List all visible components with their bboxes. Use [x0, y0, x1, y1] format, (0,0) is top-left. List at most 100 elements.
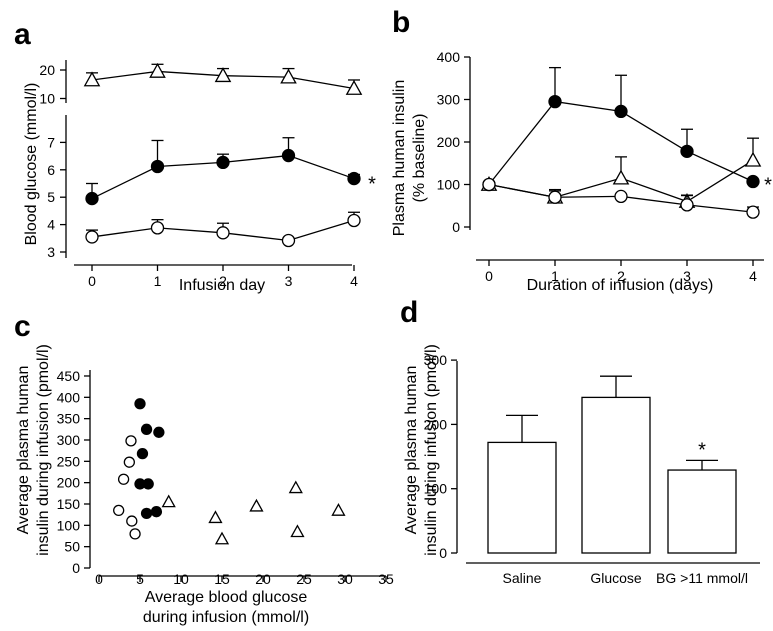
panel-label-d: d: [400, 296, 418, 329]
panel-b-ylabel-line2: (% baseline): [411, 114, 428, 203]
panel-c-xtick-label: 35: [378, 571, 394, 587]
panel-c-ytick-label: 0: [72, 560, 80, 576]
panel-c-point: [290, 524, 305, 538]
panel-a-ytick-label: 5: [47, 189, 55, 205]
panel-c-ytick-label: 450: [57, 368, 81, 384]
panel-a-point: [345, 79, 363, 95]
panel-a-xtick-label: 0: [88, 273, 96, 289]
panel-a-ytick-label: 10: [39, 91, 55, 107]
panel-c-point: [140, 423, 153, 435]
panel-b-significance-star: *: [764, 175, 772, 197]
panel-c-ytick-label: 350: [57, 411, 81, 427]
panel-b-point: [548, 190, 562, 204]
panel-d-bar: [581, 396, 651, 554]
panel-d-ylabel-line2: insulin during infusion (pmol/l): [423, 344, 440, 556]
panel-c-ytick-label: 400: [57, 389, 81, 405]
panel-c-ytick-label: 50: [64, 539, 80, 555]
panel-c-point: [331, 503, 346, 516]
panel-b-ytick-label: 100: [437, 177, 461, 193]
panel-c-ylabel-line2: insulin during infusion (pmol/l): [35, 344, 52, 556]
panel-d-ytick-label: 300: [424, 352, 448, 368]
panel-d-ytick-label: 0: [439, 545, 447, 561]
panel-a-ytick-label: 6: [47, 162, 55, 178]
panel-b-point: [614, 104, 628, 119]
panel-d-bar: [667, 469, 737, 554]
panel-c-point: [214, 531, 230, 545]
panel-c-point: [134, 398, 146, 410]
panel-d-category-label: BG >11 mmol/l: [656, 570, 748, 586]
panel-a-ylabel: Blood glucose (mmol/l): [23, 83, 40, 246]
panel-c-xtick-label: 30: [337, 571, 353, 587]
panel-c-ytick-label: 150: [57, 496, 81, 512]
panel-b-ytick-label: 400: [437, 49, 461, 65]
panel-c-point: [140, 507, 153, 520]
panel-a-point: [150, 221, 165, 235]
panel-a-point: [149, 62, 166, 78]
panel-c-xlabel-line1: Average blood glucose: [145, 589, 308, 606]
panel-label-b: b: [392, 6, 410, 39]
panel-a-xlabel: Infusion day: [179, 277, 265, 294]
panel-b-ytick-label: 200: [437, 134, 461, 150]
panel-c-point: [150, 506, 163, 518]
panel-label-c: c: [14, 310, 31, 343]
panel-b-xtick-label: 3: [683, 268, 691, 284]
panel-c-point: [153, 426, 165, 438]
panel-c-point: [249, 498, 264, 512]
panel-b-point: [614, 189, 628, 204]
panel-b-xtick-label: 2: [617, 268, 625, 284]
panel-b-ytick-label: 0: [452, 219, 460, 235]
panel-c-point: [142, 478, 154, 490]
panel-b-point: [746, 205, 760, 219]
panel-b-xtick-label: 0: [485, 268, 493, 284]
panel-a-point: [347, 213, 361, 228]
panel-c-point: [129, 528, 141, 540]
panel-c-ytick-label: 100: [57, 517, 81, 533]
panel-a-point: [281, 233, 296, 248]
panel-b-xtick-label: 4: [749, 268, 757, 284]
panel-a-point: [216, 226, 230, 240]
panel-c-point: [117, 473, 130, 485]
panel-c-point: [113, 504, 125, 517]
panel-c-point: [136, 447, 149, 460]
panel-c-point: [288, 480, 303, 494]
panel-c-point: [126, 515, 138, 527]
panel-b-point: [482, 177, 496, 192]
panel-c-ytick-label: 300: [57, 432, 81, 448]
panel-d-ylabel-line1: Average plasma human: [403, 366, 420, 535]
panel-a-point: [280, 68, 297, 84]
panel-a-point: [347, 171, 361, 186]
panel-b-ytick-label: 300: [437, 92, 461, 108]
panel-b-point: [680, 144, 694, 159]
panel-d-category-label: Glucose: [590, 570, 642, 586]
panel-a-significance-star: *: [368, 174, 376, 196]
panel-b-xtick-label: 1: [551, 268, 559, 284]
panel-a-point: [85, 191, 99, 206]
panel-c-ytick-label: 250: [57, 453, 81, 469]
panel-c-ylabel-line1: Average plasma human: [15, 366, 32, 535]
panel-b-point: [744, 151, 762, 167]
panel-b-point: [548, 94, 562, 109]
panel-a-xtick-label: 2: [219, 273, 227, 289]
panel-a-point: [150, 159, 165, 174]
panel-a-point: [83, 71, 101, 87]
panel-c-point: [125, 435, 137, 447]
panel-a-point: [85, 230, 99, 244]
panel-a-ytick-label: 4: [47, 217, 55, 233]
panel-c-xlabel-line2: during infusion (mmol/l): [143, 609, 309, 626]
panel-d-ytick-label: 100: [424, 481, 448, 497]
panel-label-a: a: [14, 18, 31, 51]
panel-d-category-label: Saline: [503, 570, 542, 586]
panel-c-xtick-label: 0: [95, 571, 103, 587]
panel-c-xtick-label: 5: [136, 571, 144, 587]
panel-c-point: [161, 494, 176, 508]
panel-c-xtick-label: 25: [296, 571, 312, 587]
panel-c-xtick-label: 20: [255, 571, 271, 587]
panel-a-ytick-label: 20: [39, 62, 55, 78]
panel-d-bar: [487, 441, 557, 554]
panel-a-point: [281, 148, 296, 163]
panel-c-xtick-label: 15: [214, 571, 230, 587]
panel-b-ylabel-line1: Plasma human insulin: [391, 80, 408, 237]
panel-a-point: [214, 67, 232, 83]
